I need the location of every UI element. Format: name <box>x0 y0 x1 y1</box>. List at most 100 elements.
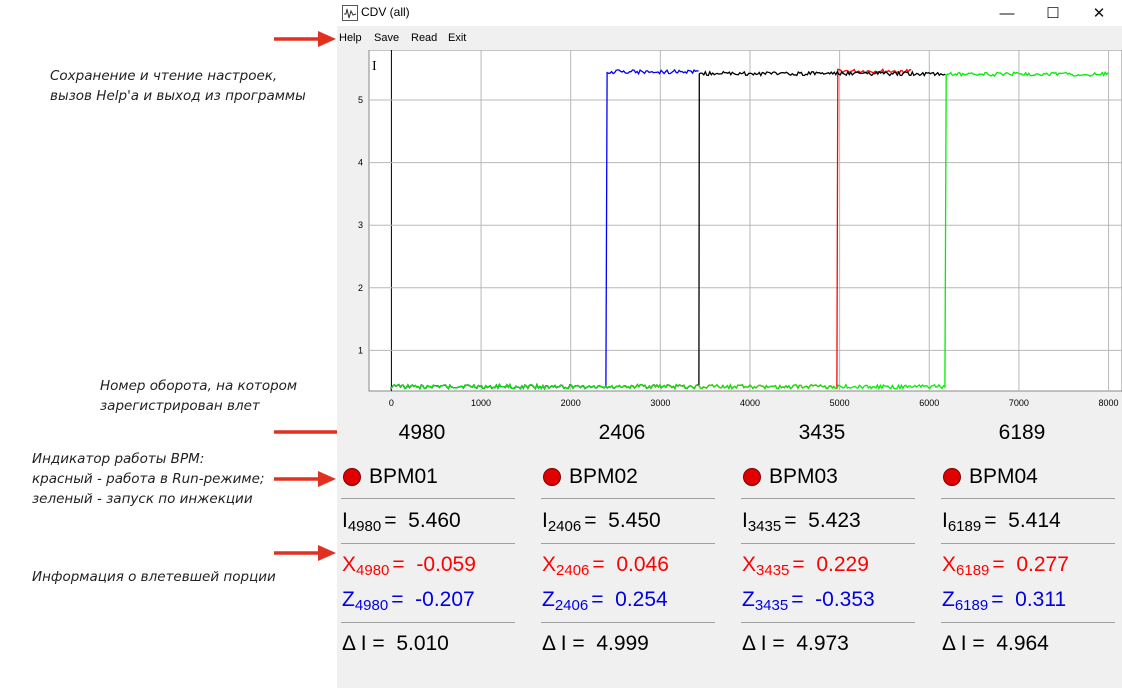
x-label: X <box>942 553 957 576</box>
x-value: -0.059 <box>416 553 476 576</box>
current-label: I <box>942 509 948 532</box>
x-subscript: 4980 <box>356 562 390 579</box>
current-label: I <box>742 509 748 532</box>
annotation-settings-line1: Сохранение и чтение настроек, <box>50 68 278 84</box>
z-value: 0.254 <box>615 588 668 611</box>
current-label: I <box>542 509 548 532</box>
separator <box>541 543 715 544</box>
equals-sign: = <box>584 509 609 532</box>
bpm-name: BPM01 <box>369 465 438 488</box>
x-tick-label: 4000 <box>740 398 760 408</box>
bpm-column: 2406 BPM02 I2406 = 5.450 X2406 = 0.046 Z2406 = … <box>537 412 727 688</box>
separator <box>541 622 715 623</box>
equals-sign: = <box>592 553 617 576</box>
z-row: Z6189 = 0.311 <box>942 588 1066 614</box>
x-value: 0.277 <box>1016 553 1069 576</box>
z-value: -0.207 <box>415 588 475 611</box>
equals-sign: = <box>792 553 817 576</box>
z-label: Z <box>942 588 955 611</box>
y-axis-label: I <box>372 59 377 74</box>
maximize-button[interactable]: ☐ <box>1030 0 1076 26</box>
current-row: I4980 = 5.460 <box>342 509 461 535</box>
close-icon: ✕ <box>1092 5 1106 22</box>
bpm-name: BPM02 <box>569 465 638 488</box>
bpm-name: BPM03 <box>769 465 838 488</box>
bpm-status-indicator <box>943 468 961 486</box>
window-title: CDV (all) <box>361 5 410 19</box>
z-row: Z3435 = -0.353 <box>742 588 875 614</box>
current-value: 5.460 <box>408 509 461 532</box>
menu-help[interactable]: Help <box>339 32 362 44</box>
current-label: I <box>342 509 348 532</box>
y-tick-label: 1 <box>358 345 363 355</box>
turn-number: 4980 <box>398 421 446 444</box>
z-row: Z4980 = -0.207 <box>342 588 475 614</box>
equals-sign: = <box>392 553 417 576</box>
x-label: X <box>342 553 357 576</box>
annotation-portion-info: Информация о влетевшей порции <box>32 569 276 585</box>
annotation-turn-line1: Номер оборота, на котором <box>100 378 298 394</box>
title-bar: CDV (all) — ☐ ✕ <box>337 0 1122 26</box>
bpm-name: BPM04 <box>969 465 1038 488</box>
bpm-column: 4980 BPM01 I4980 = 5.460 X4980 = -0.059 Z4980 =… <box>337 412 527 688</box>
bpm-status-indicator <box>343 468 361 486</box>
y-tick-label: 3 <box>358 220 363 230</box>
z-label: Z <box>342 588 355 611</box>
x-subscript: 3435 <box>756 562 790 579</box>
z-value: -0.353 <box>815 588 875 611</box>
x-label: X <box>742 553 757 576</box>
current-subscript: 6189 <box>947 518 982 535</box>
x-tick-label: 3000 <box>650 398 670 408</box>
current-value: 5.450 <box>608 509 661 532</box>
z-subscript: 2406 <box>554 597 589 614</box>
menu-read[interactable]: Read <box>411 32 438 44</box>
bpm-status-indicator <box>543 468 561 486</box>
equals-sign: = <box>992 553 1017 576</box>
turn-number: 2406 <box>598 421 646 444</box>
arrow-to-menu <box>274 31 336 47</box>
x-subscript: 6189 <box>956 562 990 579</box>
menu-bar: Help Save Read Exit <box>337 26 1122 50</box>
menu-save[interactable]: Save <box>374 32 400 44</box>
close-button[interactable]: ✕ <box>1076 0 1122 26</box>
z-subscript: 4980 <box>354 597 389 614</box>
separator <box>541 498 715 499</box>
x-value: 0.229 <box>816 553 869 576</box>
x-tick-label: 7000 <box>1009 398 1029 408</box>
annotation-indicator-line3: зеленый - запуск по инжекции <box>32 491 253 507</box>
delta-current-row: Δ I = 5.010 <box>342 632 449 656</box>
delta-current-value: 5.010 <box>396 632 449 655</box>
delta-current-label: Δ I = <box>542 632 585 655</box>
menu-exit[interactable]: Exit <box>448 32 467 44</box>
z-subscript: 6189 <box>954 597 989 614</box>
delta-current-label: Δ I = <box>742 632 785 655</box>
current-subscript: 4980 <box>347 518 382 535</box>
x-value: 0.046 <box>616 553 669 576</box>
minimize-icon: — <box>999 4 1015 22</box>
annotation-turn-line2: зарегистрирован влет <box>100 398 260 414</box>
series-line <box>390 70 1109 391</box>
minimize-button[interactable]: — <box>984 0 1030 26</box>
equals-sign: = <box>791 588 816 611</box>
annotation-indicator-line1: Индикатор работы ВРМ: <box>32 451 205 467</box>
annotation-settings-line2: вызов Help'а и выход из программы <box>50 88 306 104</box>
current-plot: 0 1000 2000 3000 4000 5000 6000 7000 8000 1 2 3 4 5 I <box>337 49 1122 412</box>
equals-sign: = <box>391 588 416 611</box>
current-value: 5.423 <box>808 509 861 532</box>
x-tick-label: 2000 <box>561 398 581 408</box>
x-row: X3435 = 0.229 <box>742 553 869 579</box>
current-subscript: 2406 <box>547 518 582 535</box>
x-label: X <box>542 553 557 576</box>
turn-number: 6189 <box>998 421 1046 444</box>
delta-current-value: 4.964 <box>996 632 1049 655</box>
x-row: X2406 = 0.046 <box>542 553 669 579</box>
z-label: Z <box>742 588 755 611</box>
waveform-icon <box>342 5 358 21</box>
bpm-panel: 4980 BPM01 I4980 = 5.460 X4980 = -0.059 Z4980 =… <box>337 412 1122 688</box>
separator <box>741 498 915 499</box>
z-label: Z <box>542 588 555 611</box>
separator <box>341 498 515 499</box>
delta-current-label: Δ I = <box>342 632 385 655</box>
arrow-to-indicator <box>274 471 336 487</box>
separator <box>341 543 515 544</box>
